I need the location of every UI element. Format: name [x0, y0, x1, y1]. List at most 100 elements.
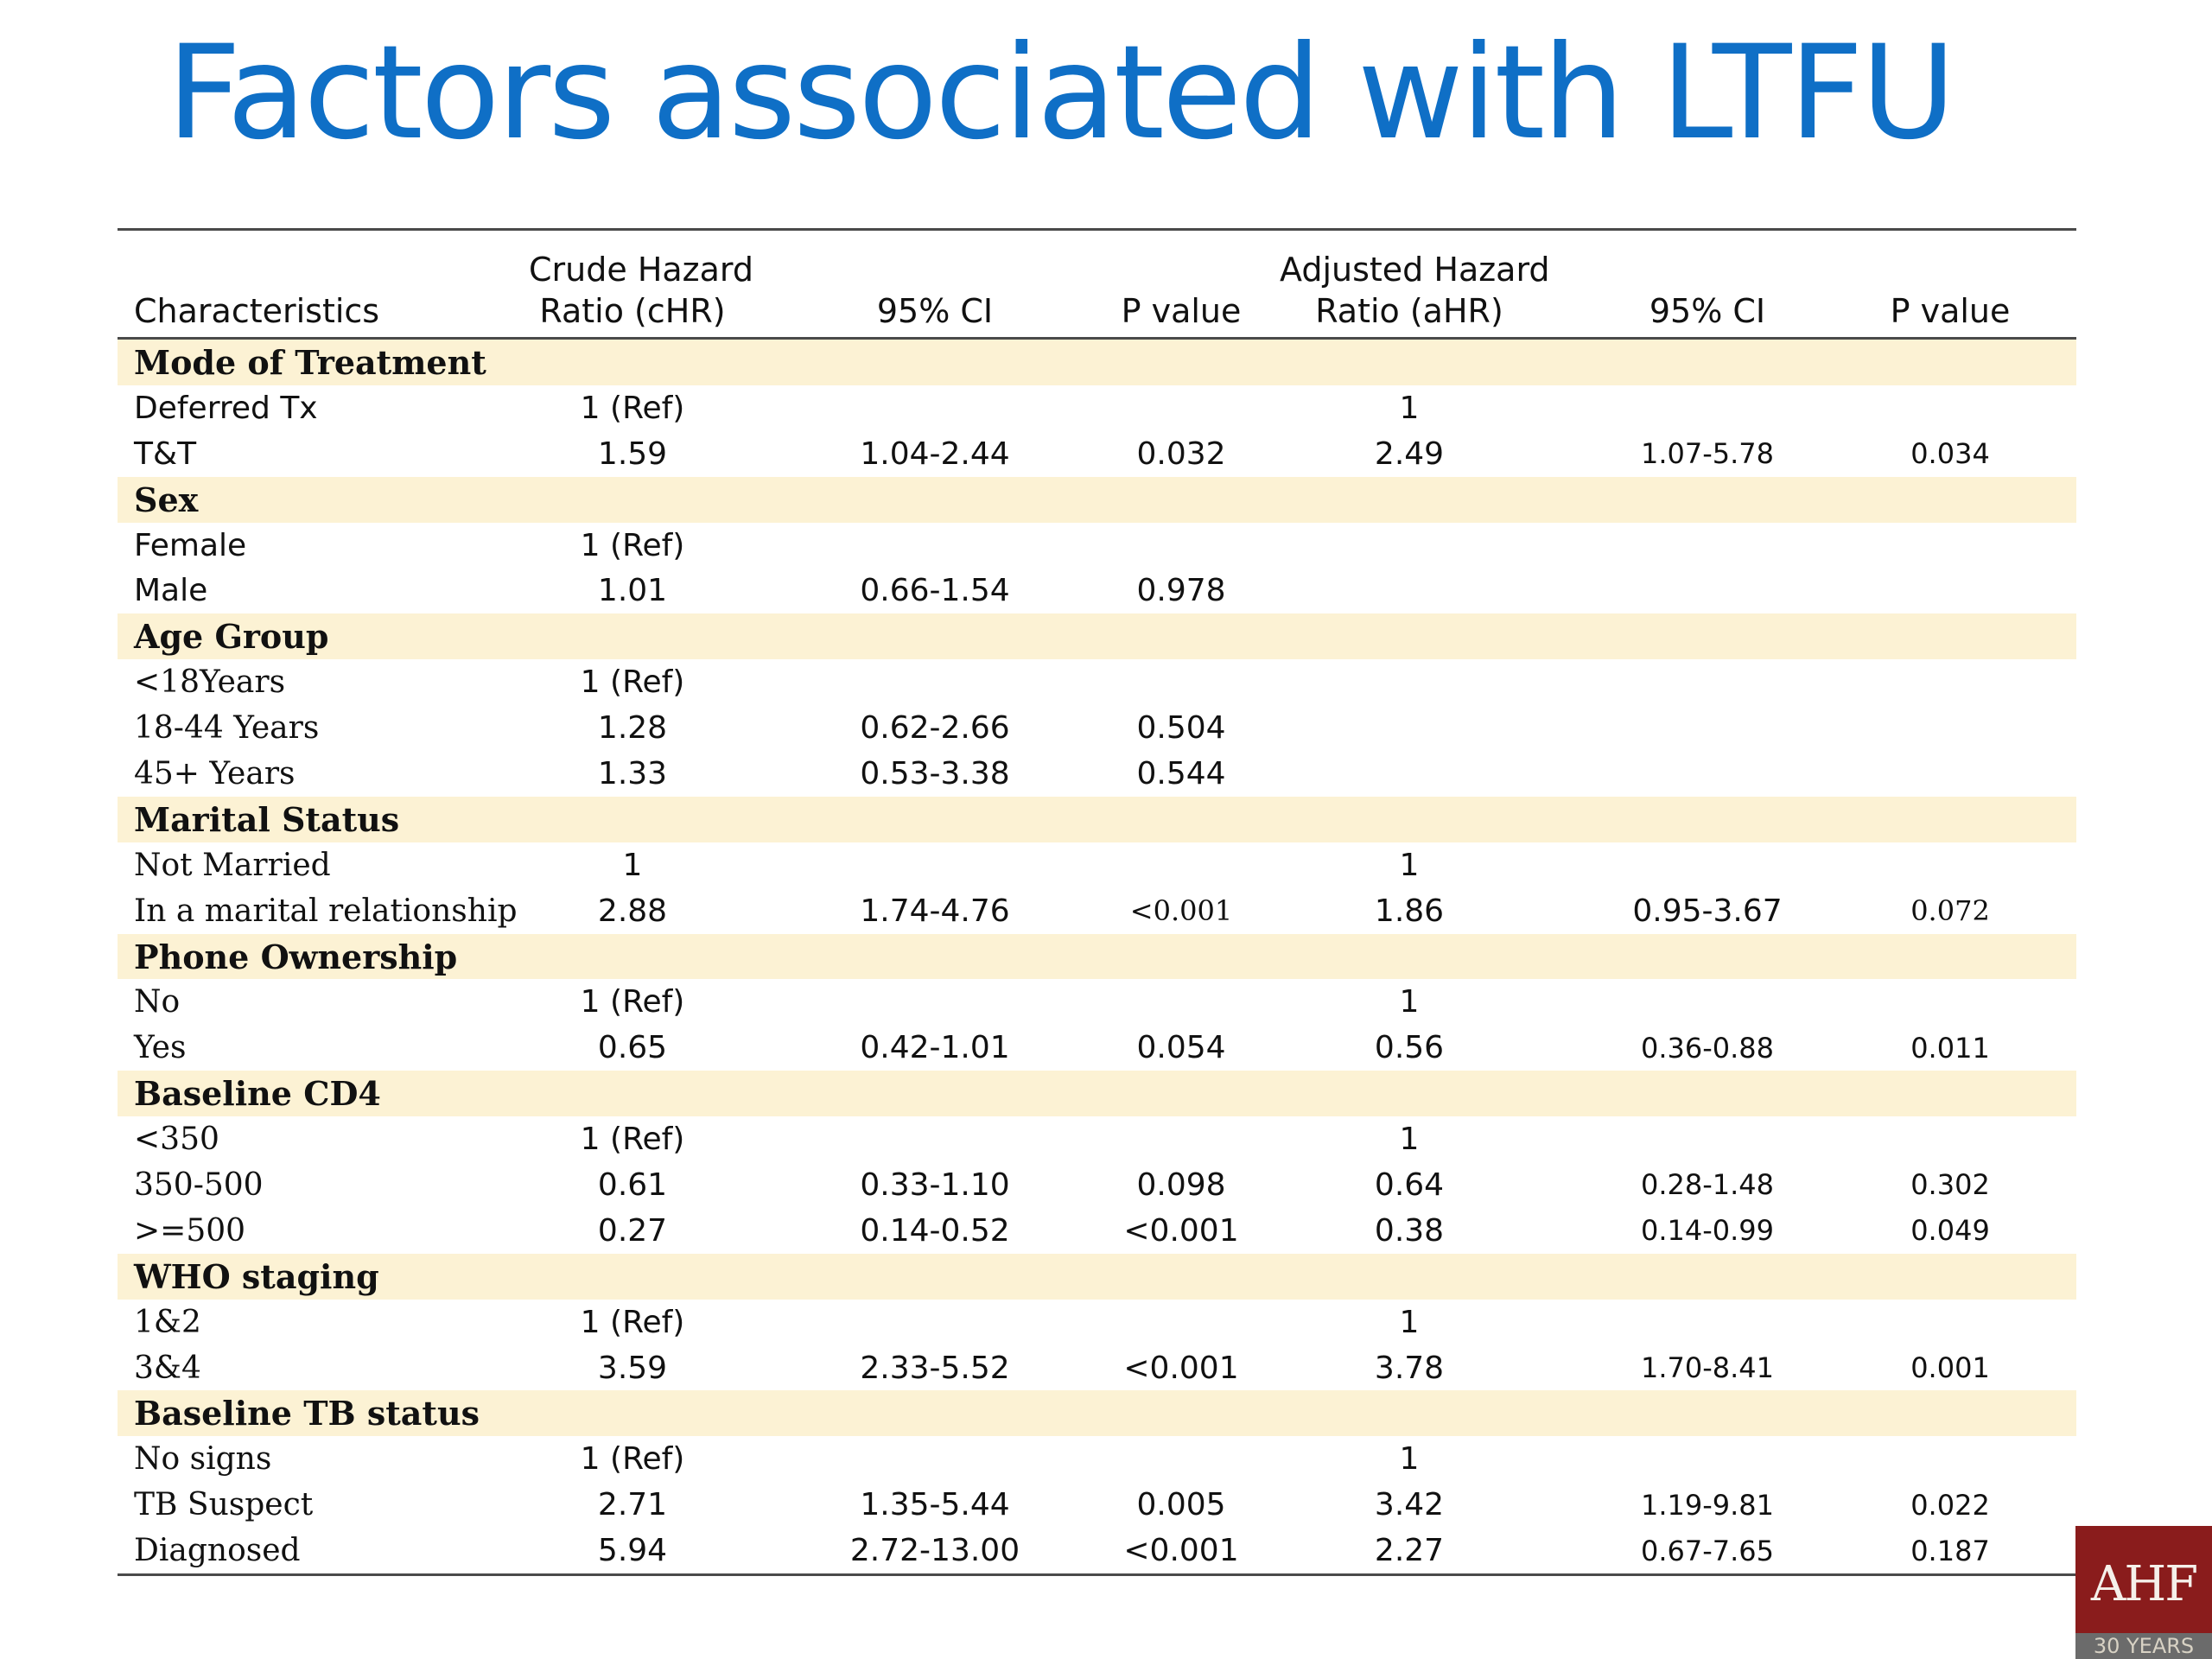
table-cell: 0.005 — [1136, 1487, 1226, 1523]
table-cell: 1.35-5.44 — [860, 1487, 1010, 1523]
table-cell: 0.38 — [1374, 1212, 1445, 1249]
table-cell — [1073, 659, 1289, 705]
table-row: <18Years 1 (Ref) — [118, 659, 2076, 705]
table-cell — [1280, 751, 1539, 797]
table-cell: 0.64 — [1374, 1166, 1445, 1203]
table-section-header: Sex — [118, 476, 2076, 523]
row-label: 1&2 — [134, 1304, 201, 1340]
table-row: <350 1 (Ref) 1 — [118, 1116, 2076, 1162]
header-adjusted-hazard-ratio: Adjusted Hazard Ratio (aHR) — [1280, 251, 1550, 330]
table-cell: 1 (Ref) — [580, 1441, 685, 1478]
table-cell: 0.33-1.10 — [860, 1166, 1010, 1203]
ahf-logo: AHF 30 YEARS — [2075, 1526, 2212, 1659]
table-cell: 2.72-13.00 — [849, 1533, 1020, 1569]
table-row: No signs 1 (Ref) 1 — [118, 1436, 2076, 1482]
table-cell: 0.14-0.99 — [1640, 1214, 1775, 1248]
logo-subtext: 30 YEARS — [2075, 1633, 2212, 1659]
table-row: Female 1 (Ref) — [118, 523, 2076, 569]
row-label: 18-44 Years — [134, 710, 320, 747]
table-cell: 0.42-1.01 — [860, 1030, 1010, 1066]
table-cell — [1842, 1116, 2058, 1162]
table-cell: 0.28-1.48 — [1640, 1168, 1775, 1202]
section-label: Marital Status — [134, 799, 400, 839]
row-label: Female — [134, 527, 247, 563]
section-label: Baseline TB status — [134, 1394, 480, 1433]
table-cell: 2.49 — [1374, 435, 1445, 472]
table-row: In a marital relationship 2.88 1.74-4.76 <0… — [118, 888, 2076, 934]
header-adjusted-p-value: P value — [1890, 292, 2011, 330]
table-section-header: Phone Ownership — [118, 933, 2076, 980]
table-cell — [1842, 568, 2058, 613]
table-cell: 0.36-0.88 — [1640, 1031, 1775, 1065]
table-row: 18-44 Years 1.28 0.62-2.66 0.504 — [118, 705, 2076, 751]
table-cell: 0.978 — [1136, 573, 1226, 609]
table-cell: 1 — [1399, 847, 1420, 883]
table-cell: 0.61 — [597, 1166, 668, 1203]
logo-text: AHF — [2090, 1556, 2198, 1612]
table-cell: 2.27 — [1374, 1533, 1445, 1569]
section-label: Baseline CD4 — [134, 1074, 381, 1114]
table-row: 1&2 1 (Ref) 1 — [118, 1300, 2076, 1345]
row-label: T&T — [134, 435, 197, 472]
table-cell: 1 (Ref) — [580, 390, 685, 426]
table-cell: 1 — [1399, 390, 1420, 426]
table-cell: 0.001 — [1910, 1351, 1990, 1385]
table-row: Diagnosed 5.94 2.72-13.00 <0.001 2.27 0.67-7.… — [118, 1528, 2076, 1573]
table-cell: 0.67-7.65 — [1640, 1534, 1775, 1567]
table-row: TB Suspect 2.71 1.35-5.44 0.005 3.42 1.19-9.8… — [118, 1482, 2076, 1528]
table-cell: 0.011 — [1910, 1031, 1990, 1065]
table-cell: 0.95-3.67 — [1632, 893, 1783, 929]
table-section-header: Marital Status — [118, 796, 2076, 842]
table-cell — [1842, 842, 2058, 888]
table-cell: <0.001 — [1123, 1533, 1239, 1569]
table-cell: <0.001 — [1123, 1212, 1239, 1249]
table-cell: 0.14-0.52 — [860, 1212, 1010, 1249]
table-cell — [1604, 979, 1811, 1025]
header-crude-hazard-ratio: Crude Hazard Ratio (cHR) — [529, 251, 753, 330]
table-cell: 0.504 — [1136, 710, 1226, 747]
table-cell: 1.70-8.41 — [1640, 1351, 1775, 1385]
table-cell: 3.78 — [1374, 1350, 1445, 1386]
table-cell: 1.33 — [597, 755, 668, 791]
section-label: Mode of Treatment — [134, 342, 486, 382]
table-cell: 1.86 — [1374, 893, 1445, 929]
table-row: Yes 0.65 0.42-1.01 0.054 0.56 0.36-0.88 0.011 — [118, 1025, 2076, 1071]
table-row: No 1 (Ref) 1 — [118, 979, 2076, 1025]
table-cell — [1842, 385, 2058, 431]
table-row: 45+ Years 1.33 0.53-3.38 0.544 — [118, 751, 2076, 797]
row-label: 3&4 — [134, 1350, 201, 1386]
table-cell — [1073, 979, 1289, 1025]
table-cell — [831, 842, 1039, 888]
table-cell — [1842, 1300, 2058, 1345]
table-cell — [831, 659, 1039, 705]
row-label: >=500 — [134, 1212, 246, 1249]
section-label: WHO staging — [134, 1256, 379, 1296]
table-cell: 2.88 — [597, 893, 668, 929]
table-cell: 0.022 — [1910, 1488, 1990, 1522]
table-cell: 0.302 — [1910, 1168, 1990, 1202]
row-label: Deferred Tx — [134, 390, 318, 426]
table-cell: 1 (Ref) — [580, 1122, 685, 1158]
table-cell — [1604, 385, 1811, 431]
table-cell: 5.94 — [597, 1533, 668, 1569]
table-cell: 1.19-9.81 — [1640, 1488, 1775, 1522]
table-cell — [1073, 1300, 1289, 1345]
table-row: 350-500 0.61 0.33-1.10 0.098 0.64 0.28-1.48 0.… — [118, 1162, 2076, 1208]
table-cell: 0.65 — [597, 1030, 668, 1066]
row-label: 45+ Years — [134, 755, 296, 791]
table-cell — [1842, 979, 2058, 1025]
table-cell: 1 — [1399, 1441, 1420, 1478]
table-cell: 0.032 — [1136, 435, 1226, 472]
table-cell: 0.66-1.54 — [860, 573, 1010, 609]
table-cell — [1604, 842, 1811, 888]
row-label: 350-500 — [134, 1166, 264, 1203]
table-top-rule — [118, 228, 2076, 231]
table-cell — [1842, 659, 2058, 705]
row-label: No signs — [134, 1441, 272, 1478]
table-section-header: Baseline TB status — [118, 1390, 2076, 1437]
table-cell — [1604, 1116, 1811, 1162]
table-cell: 3.42 — [1374, 1487, 1445, 1523]
table-cell — [1842, 705, 2058, 751]
table-cell — [1073, 1436, 1289, 1482]
table-cell: 1 — [1399, 984, 1420, 1020]
